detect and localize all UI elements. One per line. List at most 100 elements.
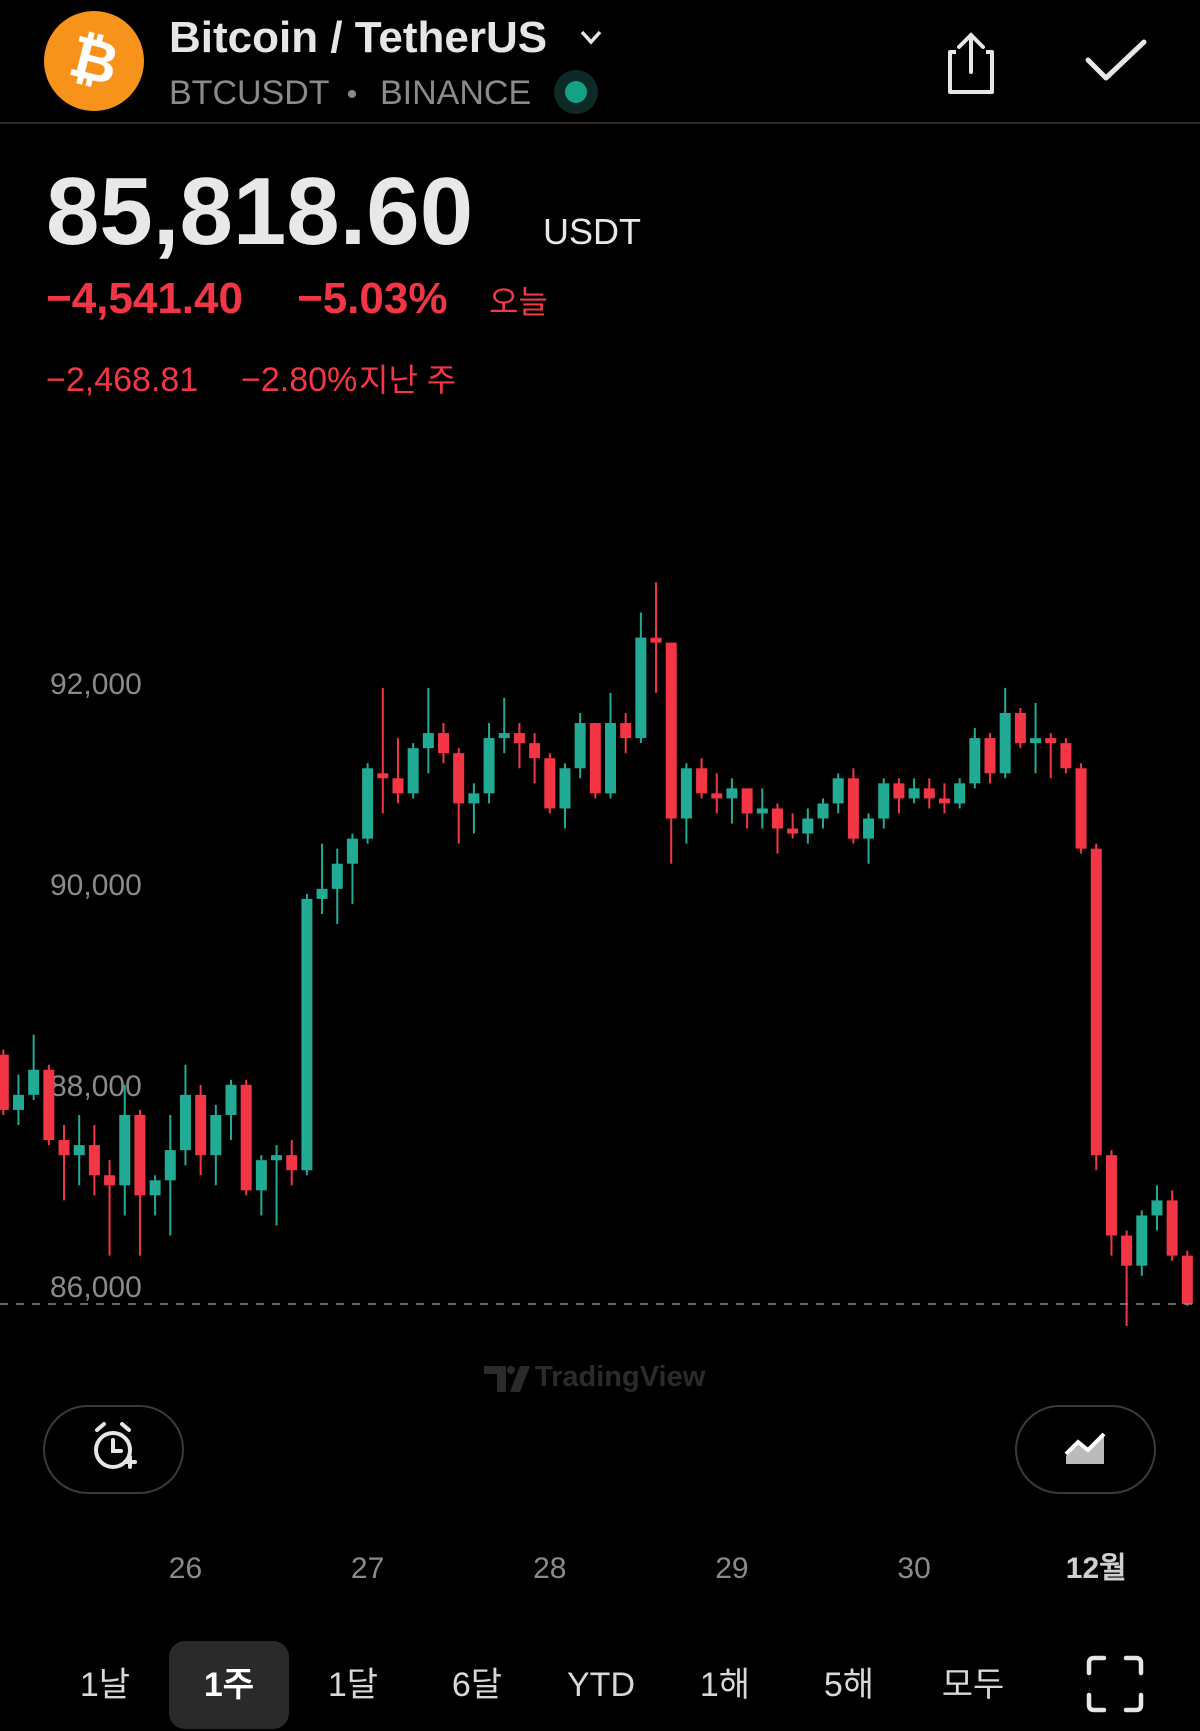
- period-button[interactable]: 6달: [452, 1666, 502, 1704]
- candle-body: [620, 723, 632, 739]
- candle-body: [271, 1155, 283, 1161]
- candle-body: [559, 768, 571, 809]
- fullscreen-button[interactable]: [1086, 1655, 1144, 1713]
- candle-body: [650, 637, 662, 643]
- y-tick-label: 92,000: [50, 668, 142, 701]
- candle-body: [453, 753, 465, 804]
- candle-body: [832, 778, 844, 804]
- candle-body: [1030, 738, 1042, 744]
- candle-body: [999, 712, 1011, 774]
- last-price: 85,818.60: [46, 158, 473, 265]
- period-button[interactable]: YTD: [567, 1666, 635, 1704]
- watermark-logo: [484, 1366, 530, 1392]
- candle-body: [954, 783, 966, 804]
- share-button[interactable]: [948, 32, 994, 94]
- candle-body: [680, 768, 692, 819]
- symbol-title: Bitcoin / TetherUS: [169, 13, 547, 62]
- candle-body: [301, 898, 313, 1171]
- candle-body: [88, 1145, 100, 1176]
- candle-body: [635, 637, 647, 739]
- candle-body: [1166, 1200, 1178, 1256]
- candle-body: [407, 748, 419, 794]
- y-tick-label: 86,000: [50, 1271, 142, 1304]
- done-button[interactable]: [1085, 39, 1147, 81]
- share-icon: [948, 50, 994, 94]
- period-button[interactable]: 1해: [700, 1666, 750, 1704]
- today-label: 오늘: [489, 284, 548, 320]
- candle-body: [225, 1084, 237, 1115]
- period-button[interactable]: 1주: [204, 1666, 254, 1704]
- candle-body: [468, 793, 480, 804]
- candle-body: [1090, 848, 1102, 1156]
- candle-body: [908, 788, 920, 799]
- y-tick-label: 88,000: [50, 1070, 142, 1103]
- candle-body: [1121, 1235, 1133, 1266]
- candle-body: [696, 768, 708, 794]
- x-tick-label: 28: [533, 1552, 566, 1585]
- candle-body: [1045, 738, 1057, 744]
- pill: [43, 1405, 184, 1494]
- alarm-clock: [94, 1431, 132, 1469]
- candle-body: [847, 778, 859, 839]
- candle-body: [893, 783, 905, 799]
- candle-body: [346, 838, 358, 864]
- period-button[interactable]: 5해: [824, 1666, 874, 1704]
- watermark: TradingView: [484, 1361, 706, 1393]
- period-button[interactable]: 1달: [328, 1666, 378, 1704]
- candle-body: [195, 1094, 207, 1156]
- candle-body: [938, 798, 950, 804]
- candle-body: [771, 808, 783, 829]
- candle-body: [286, 1155, 298, 1171]
- candle-body: [58, 1140, 70, 1156]
- period-button[interactable]: 1날: [80, 1666, 130, 1704]
- candle-body: [255, 1160, 267, 1191]
- separator: •: [347, 78, 358, 111]
- candle-body: [726, 788, 738, 799]
- currency: USDT: [543, 211, 641, 252]
- watermark-text: TradingView: [535, 1361, 706, 1393]
- candle-body: [164, 1150, 176, 1181]
- candle-body: [969, 738, 981, 784]
- candle-body: [422, 733, 434, 749]
- exchange: BINANCE: [380, 74, 531, 112]
- candle-body: [392, 778, 404, 794]
- pill: [1015, 1405, 1156, 1494]
- x-tick-label: 26: [169, 1552, 202, 1585]
- candle-body: [923, 788, 935, 799]
- add-alert-button[interactable]: [43, 1405, 184, 1494]
- fullscreen-icon: [1086, 1655, 1144, 1713]
- x-tick-label: 29: [715, 1552, 748, 1585]
- candle-body: [73, 1145, 85, 1156]
- candle-body: [483, 738, 495, 794]
- candlestick-chart: 86,000 88,000 90,000 92,000 26 27 28 29 30 12월: [0, 582, 1200, 1585]
- candle-body: [984, 738, 996, 774]
- candle-body: [362, 768, 374, 839]
- candle-body: [605, 723, 616, 794]
- x-tick-label: 12월: [1066, 1552, 1127, 1585]
- candle-body: [134, 1114, 146, 1196]
- candle-body: [316, 888, 328, 899]
- symbol-header[interactable]: ₿ Bitcoin / TetherUS BTCUSDT • BINANCE: [44, 11, 602, 114]
- y-tick-label: 90,000: [50, 869, 142, 902]
- period-button[interactable]: 모두: [942, 1666, 1005, 1704]
- candle-body: [377, 773, 389, 779]
- candle-body: [756, 808, 768, 814]
- candle-body: [802, 818, 814, 834]
- candle-body: [28, 1069, 40, 1095]
- candle-body: [1105, 1155, 1117, 1236]
- candle-body: [817, 803, 829, 819]
- candle-body: [1151, 1200, 1163, 1216]
- candle-body: [498, 733, 510, 739]
- candle-body: [878, 783, 890, 819]
- candle-body: [513, 733, 525, 744]
- candle-body: [149, 1180, 161, 1196]
- watermark-logo-dot: [507, 1366, 515, 1374]
- area-icon-line: [1064, 1432, 1106, 1456]
- chart-style-button[interactable]: [1015, 1405, 1156, 1494]
- candle-body: [104, 1175, 116, 1186]
- candle-body: [1075, 768, 1087, 849]
- candle-body: [741, 788, 753, 814]
